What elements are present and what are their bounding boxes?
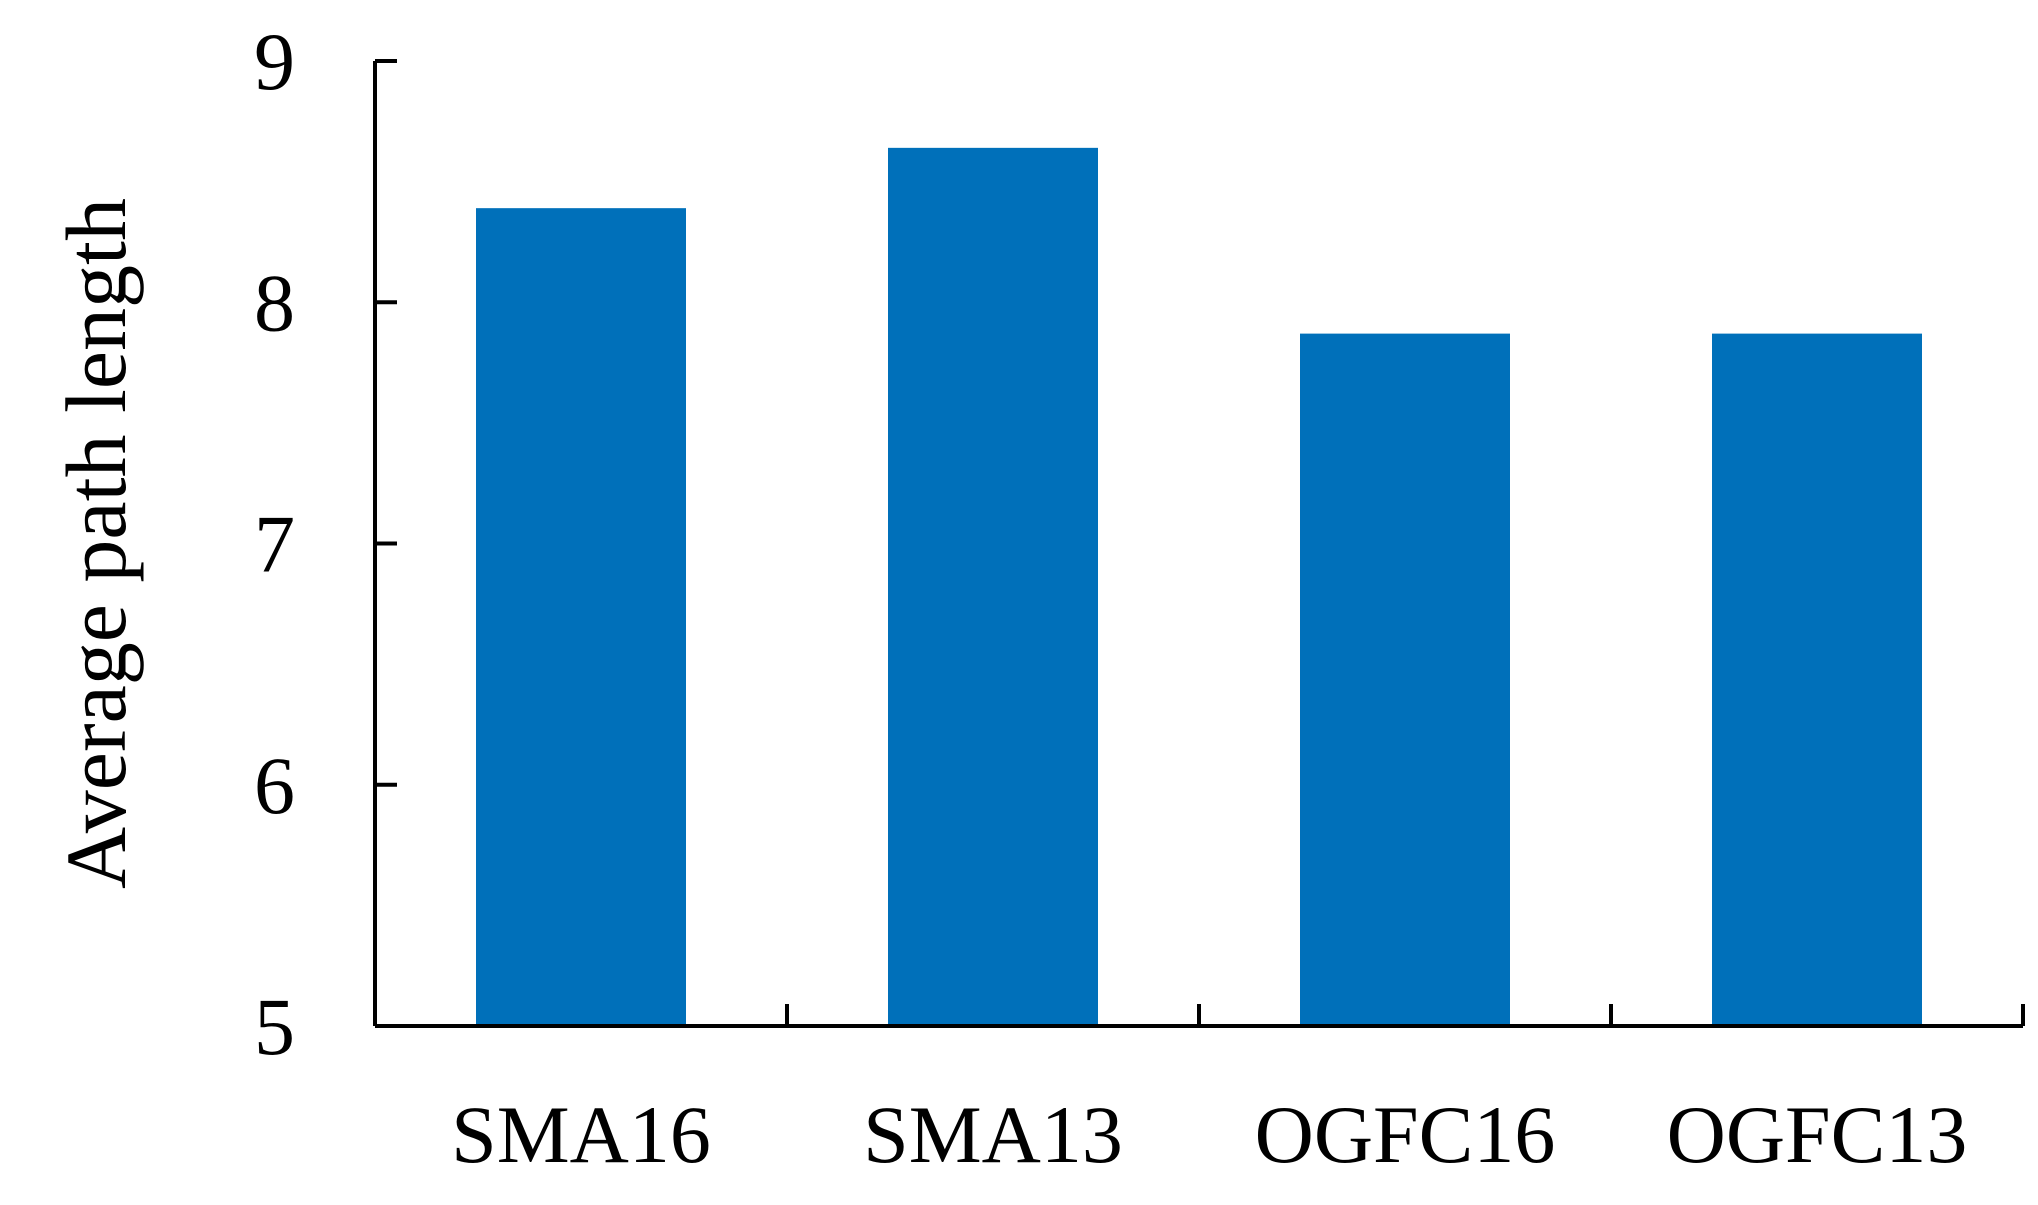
bar-sma16 [476, 208, 686, 1027]
x-tick-label-ogfc13: OGFC13 [1667, 1089, 1968, 1180]
x-ticks-group [785, 1004, 2025, 1026]
x-tick-label-sma16: SMA16 [451, 1089, 711, 1180]
x-tick-label-sma13: SMA13 [863, 1089, 1123, 1180]
y-ticks-group: 5 6 7 8 9 [254, 16, 397, 1072]
bars-group [476, 147, 1922, 1027]
y-tick-label: 9 [254, 16, 295, 107]
y-axis-title: Average path length [48, 198, 144, 889]
bar-ogfc13 [1712, 333, 1922, 1026]
y-tick-label: 6 [254, 740, 295, 831]
bar-sma13 [888, 147, 1098, 1027]
x-tick-label-ogfc16: OGFC16 [1255, 1089, 1556, 1180]
bar-ogfc16 [1300, 333, 1510, 1026]
y-tick-label: 5 [254, 981, 295, 1072]
x-tick-labels-group: SMA16 SMA13 OGFC16 OGFC13 [451, 1089, 1967, 1180]
y-tick-label: 7 [254, 499, 295, 590]
y-tick-label: 8 [254, 257, 295, 348]
